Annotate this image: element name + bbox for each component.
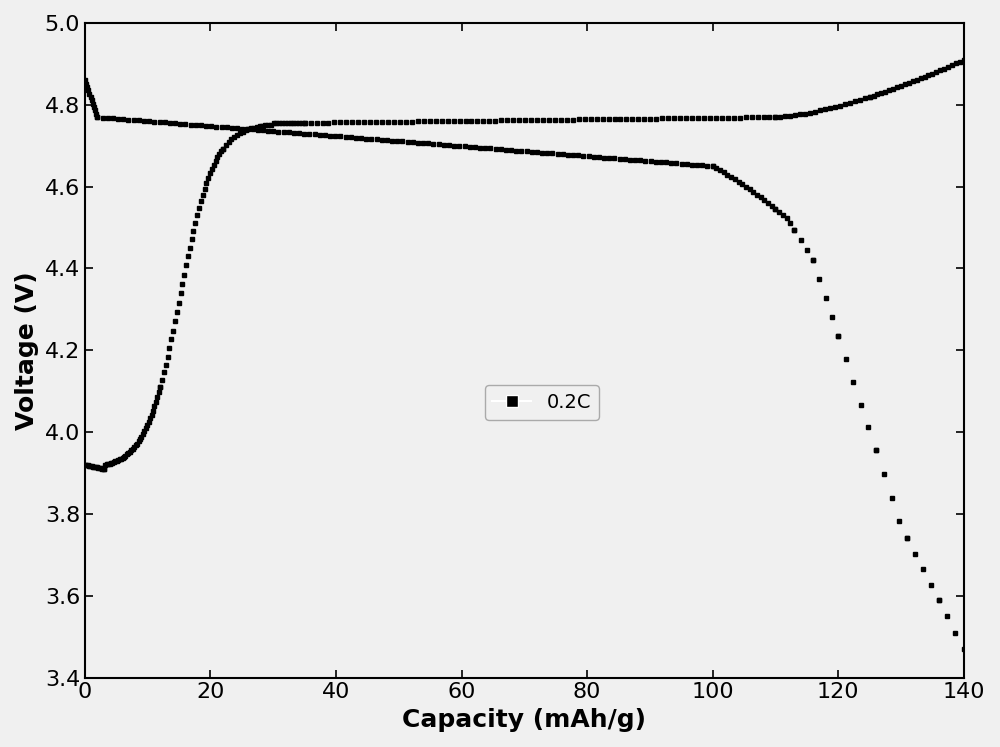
Legend: 0.2C: 0.2C — [485, 385, 599, 420]
0.2C — [311, 118, 323, 127]
0.2C — [958, 55, 970, 64]
0.2C — [98, 465, 110, 474]
0.2C — [125, 446, 137, 455]
Y-axis label: Voltage (V): Voltage (V) — [15, 271, 39, 430]
0.2C — [211, 153, 223, 162]
0.2C — [191, 211, 203, 220]
0.2C — [79, 460, 91, 469]
0.2C — [293, 119, 305, 128]
Line: 0.2C: 0.2C — [82, 58, 966, 471]
0.2C — [104, 459, 116, 468]
X-axis label: Capacity (mAh/g): Capacity (mAh/g) — [402, 708, 646, 732]
